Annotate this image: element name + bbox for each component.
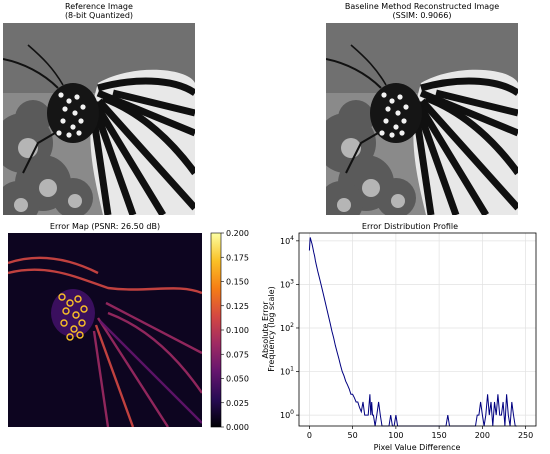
y-tick-label: 104 bbox=[280, 235, 294, 246]
colorbar-tick-label: 0.200 bbox=[226, 229, 249, 238]
x-tick-label: 100 bbox=[388, 431, 403, 440]
colorbar-gradient bbox=[210, 232, 222, 428]
colorbar-tick-label: 0.175 bbox=[226, 253, 249, 262]
error-distribution-chart: Error Distribution Profile 0 50 100 150 200 2… bbox=[267, 222, 537, 452]
colorbar: 0.000 0.025 0.050 0.075 0.100 0.125 0.150 0.175… bbox=[210, 229, 270, 432]
baseline-title-line2: (SSIM: 0.9066) bbox=[392, 11, 452, 20]
series-line bbox=[308, 237, 517, 427]
y-tick-label: 102 bbox=[280, 322, 294, 333]
colorbar-tick-label: 0.075 bbox=[226, 350, 249, 359]
error-map-title: Error Map (PSNR: 26.50 dB) bbox=[49, 222, 161, 231]
colorbar-tick-label: 0.025 bbox=[226, 399, 249, 408]
x-tick-label: 200 bbox=[475, 431, 490, 440]
x-axis-label: Pixel Value Difference bbox=[374, 443, 461, 452]
x-tick-label: 250 bbox=[518, 431, 533, 440]
colorbar-tick-label: 0.150 bbox=[226, 278, 249, 287]
x-tick-label: 150 bbox=[431, 431, 446, 440]
y-tick-label: 100 bbox=[280, 409, 294, 420]
colorbar-tick-label: 0.000 bbox=[226, 423, 249, 432]
colorbar-label: Absolute Error bbox=[261, 301, 270, 359]
colorbar-tick-label: 0.050 bbox=[226, 375, 249, 384]
error-map-image bbox=[8, 233, 202, 427]
y-tick-label: 103 bbox=[280, 278, 294, 289]
reference-title-line1: Reference Image bbox=[65, 2, 133, 11]
x-tick-label: 50 bbox=[348, 431, 358, 440]
baseline-image bbox=[326, 23, 518, 215]
reference-title-line2: (8-bit Quantized) bbox=[64, 11, 134, 20]
y-axis-label: Frequency (log scale) bbox=[267, 286, 276, 371]
colorbar-tick-label: 0.125 bbox=[226, 302, 249, 311]
plot-frame bbox=[298, 232, 537, 427]
baseline-title-line1: Baseline Method Reconstructed Image bbox=[344, 2, 500, 11]
chart-title: Error Distribution Profile bbox=[362, 222, 458, 231]
reference-image bbox=[3, 23, 195, 215]
colorbar-tick-label: 0.100 bbox=[226, 326, 249, 335]
x-tick-label: 0 bbox=[307, 431, 312, 440]
y-tick-label: 101 bbox=[280, 366, 294, 377]
